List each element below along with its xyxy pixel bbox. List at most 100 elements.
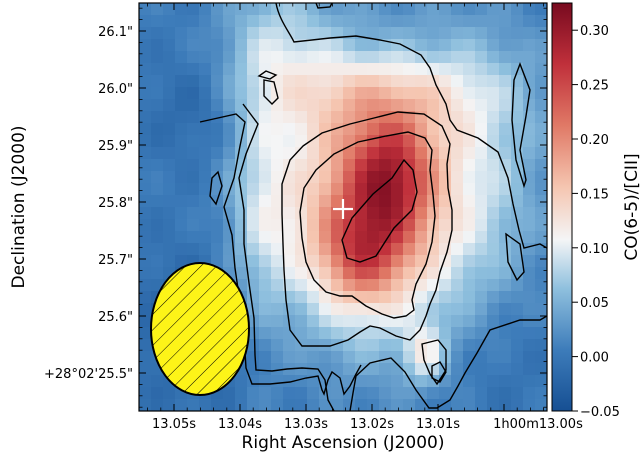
heatmap-cell: [307, 159, 320, 172]
heatmap-cell: [343, 279, 356, 292]
heatmap-cell: [271, 195, 284, 208]
heatmap-cell: [499, 387, 512, 400]
heatmap-cell: [151, 27, 164, 40]
heatmap-cell: [415, 231, 428, 244]
heatmap-cell: [475, 99, 488, 112]
heatmap-cell: [139, 147, 152, 160]
heatmap-cell: [415, 3, 428, 16]
heatmap-cell: [331, 207, 344, 220]
heatmap-cell: [343, 351, 356, 364]
heatmap-cell: [463, 387, 476, 400]
heatmap-cell: [319, 135, 332, 148]
heatmap-cell: [535, 183, 547, 196]
heatmap-cell: [223, 399, 236, 411]
heatmap-cell: [403, 63, 416, 76]
y-tick-label: 25.7": [98, 253, 133, 268]
heatmap-cell: [151, 195, 164, 208]
heatmap-cell: [199, 219, 212, 232]
heatmap-cell: [307, 231, 320, 244]
heatmap-cell: [403, 219, 416, 232]
heatmap-cell: [163, 183, 176, 196]
heatmap-cell: [523, 195, 536, 208]
heatmap-cell: [319, 87, 332, 100]
heatmap-cell: [271, 207, 284, 220]
heatmap-cell: [403, 183, 416, 196]
heatmap-cell: [451, 63, 464, 76]
heatmap-cell: [379, 207, 392, 220]
heatmap-cell: [487, 75, 500, 88]
heatmap-cell: [355, 123, 368, 136]
heatmap-cell: [283, 339, 296, 352]
heatmap-cell: [343, 339, 356, 352]
heatmap-cell: [427, 63, 440, 76]
heatmap-cell: [535, 63, 547, 76]
heatmap-cell: [283, 3, 296, 16]
heatmap-cell: [331, 327, 344, 340]
heatmap-cell: [175, 15, 188, 28]
heatmap-cell: [283, 15, 296, 28]
heatmap-cell: [223, 27, 236, 40]
heatmap-cell: [307, 51, 320, 64]
heatmap-cell: [259, 195, 272, 208]
heatmap-cell: [463, 3, 476, 16]
heatmap-cell: [223, 135, 236, 148]
heatmap-cell: [259, 243, 272, 256]
heatmap-cell: [319, 63, 332, 76]
heatmap-cell: [535, 3, 547, 16]
heatmap-cell: [355, 39, 368, 52]
heatmap-cell: [487, 339, 500, 352]
heatmap-cell: [427, 111, 440, 124]
heatmap-cell: [463, 135, 476, 148]
heatmap-cell: [271, 351, 284, 364]
heatmap-cell: [343, 327, 356, 340]
heatmap-cell: [139, 351, 152, 364]
heatmap-cell: [295, 399, 308, 411]
heatmap-cell: [391, 255, 404, 268]
heatmap-cell: [271, 15, 284, 28]
heatmap-cell: [163, 387, 176, 400]
heatmap-cell: [379, 255, 392, 268]
heatmap-cell: [451, 99, 464, 112]
heatmap-cell: [427, 303, 440, 316]
heatmap-cell: [415, 255, 428, 268]
heatmap-cell: [175, 399, 188, 411]
heatmap-cell: [307, 303, 320, 316]
heatmap-cell: [331, 183, 344, 196]
heatmap-cell: [355, 267, 368, 280]
contour-small-a: [257, 70, 278, 80]
heatmap-cell: [331, 315, 344, 328]
heatmap-cell: [463, 195, 476, 208]
heatmap-cell: [199, 123, 212, 136]
heatmap-cell: [283, 351, 296, 364]
heatmap-cell: [211, 147, 224, 160]
heatmap-cell: [415, 15, 428, 28]
plot-frame: [138, 2, 548, 412]
heatmap-cell: [223, 159, 236, 172]
heatmap-cell: [391, 3, 404, 16]
heatmap-cell: [391, 135, 404, 148]
heatmap-cell: [343, 123, 356, 136]
heatmap-cell: [415, 243, 428, 256]
heatmap-cell: [391, 387, 404, 400]
heatmap-cell: [391, 207, 404, 220]
heatmap-cell: [367, 99, 380, 112]
heatmap-cell: [307, 39, 320, 52]
heatmap-cell: [295, 15, 308, 28]
heatmap-cell: [151, 111, 164, 124]
heatmap-cell: [199, 399, 212, 411]
heatmap-cell: [391, 123, 404, 136]
heatmap-cell: [475, 327, 488, 340]
contour-outer: [275, 3, 547, 249]
heatmap-cell: [415, 75, 428, 88]
x-axis-label: Right Ascension (J2000): [242, 433, 445, 453]
heatmap-cell: [139, 171, 152, 184]
heatmap-cell: [343, 363, 356, 376]
heatmap-cell: [535, 195, 547, 208]
heatmap-cell: [415, 375, 428, 388]
heatmap-cell: [151, 243, 164, 256]
heatmap-cell: [535, 75, 547, 88]
heatmap-cell: [391, 15, 404, 28]
heatmap-cell: [523, 255, 536, 268]
heatmap-cell: [211, 39, 224, 52]
heatmap-cell: [499, 195, 512, 208]
